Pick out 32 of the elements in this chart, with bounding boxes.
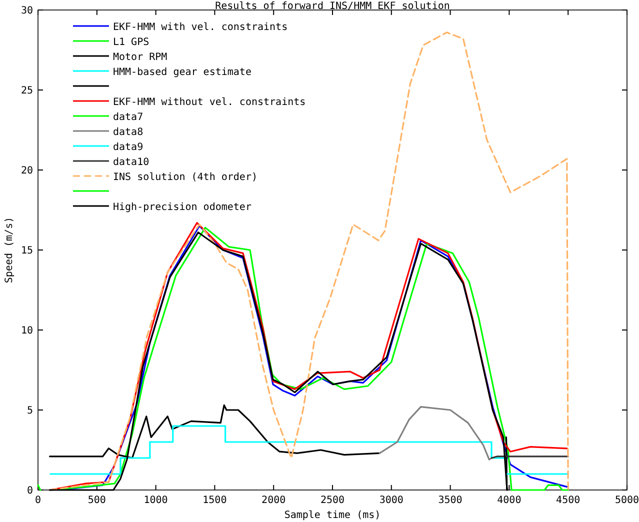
legend-label: EKF-HMM with vel. constraints [113, 22, 288, 33]
x-tick-label: 4000 [497, 495, 522, 506]
y-tick-label: 30 [20, 6, 33, 16]
legend-label: EKF-HMM without vel. constraints [113, 97, 306, 108]
x-tick-label: 2000 [262, 495, 286, 506]
x-tick-label: 0 [34, 495, 42, 506]
x-tick-label: 3000 [379, 495, 404, 506]
legend-label: Motor RPM [113, 52, 168, 63]
legend-label: High-precision odometer [113, 202, 252, 213]
y-tick-label: 15 [20, 246, 33, 256]
legend-label: data7 [113, 112, 144, 123]
legend-label: data8 [113, 127, 144, 138]
x-axis-title: Sample time (ms) [284, 510, 381, 521]
legend-label: data10 [113, 157, 150, 168]
x-tick-label: 4500 [556, 495, 580, 506]
legend-label: L1 GPS [113, 37, 150, 48]
x-tick-label: 1500 [202, 495, 227, 506]
y-tick-label: 5 [26, 406, 33, 416]
legend-label: data9 [113, 142, 144, 153]
x-tick-label: 5000 [614, 495, 639, 506]
x-tick-label: 500 [88, 495, 106, 506]
chart-title: Results of forward INS/HMM EKF solution [215, 1, 450, 12]
y-tick-label: 25 [20, 86, 33, 96]
x-tick-label: 3500 [438, 495, 462, 506]
x-tick-label: 1000 [144, 495, 168, 506]
y-axis-title: Speed (m/s) [4, 216, 15, 284]
legend-label: HMM-based gear estimate [113, 67, 252, 78]
y-tick-label: 10 [20, 326, 33, 336]
y-tick-label: 0 [26, 486, 33, 496]
legend-label: INS solution (4th order) [113, 172, 258, 183]
x-tick-label: 2500 [320, 495, 345, 506]
y-tick-label: 20 [20, 166, 33, 176]
